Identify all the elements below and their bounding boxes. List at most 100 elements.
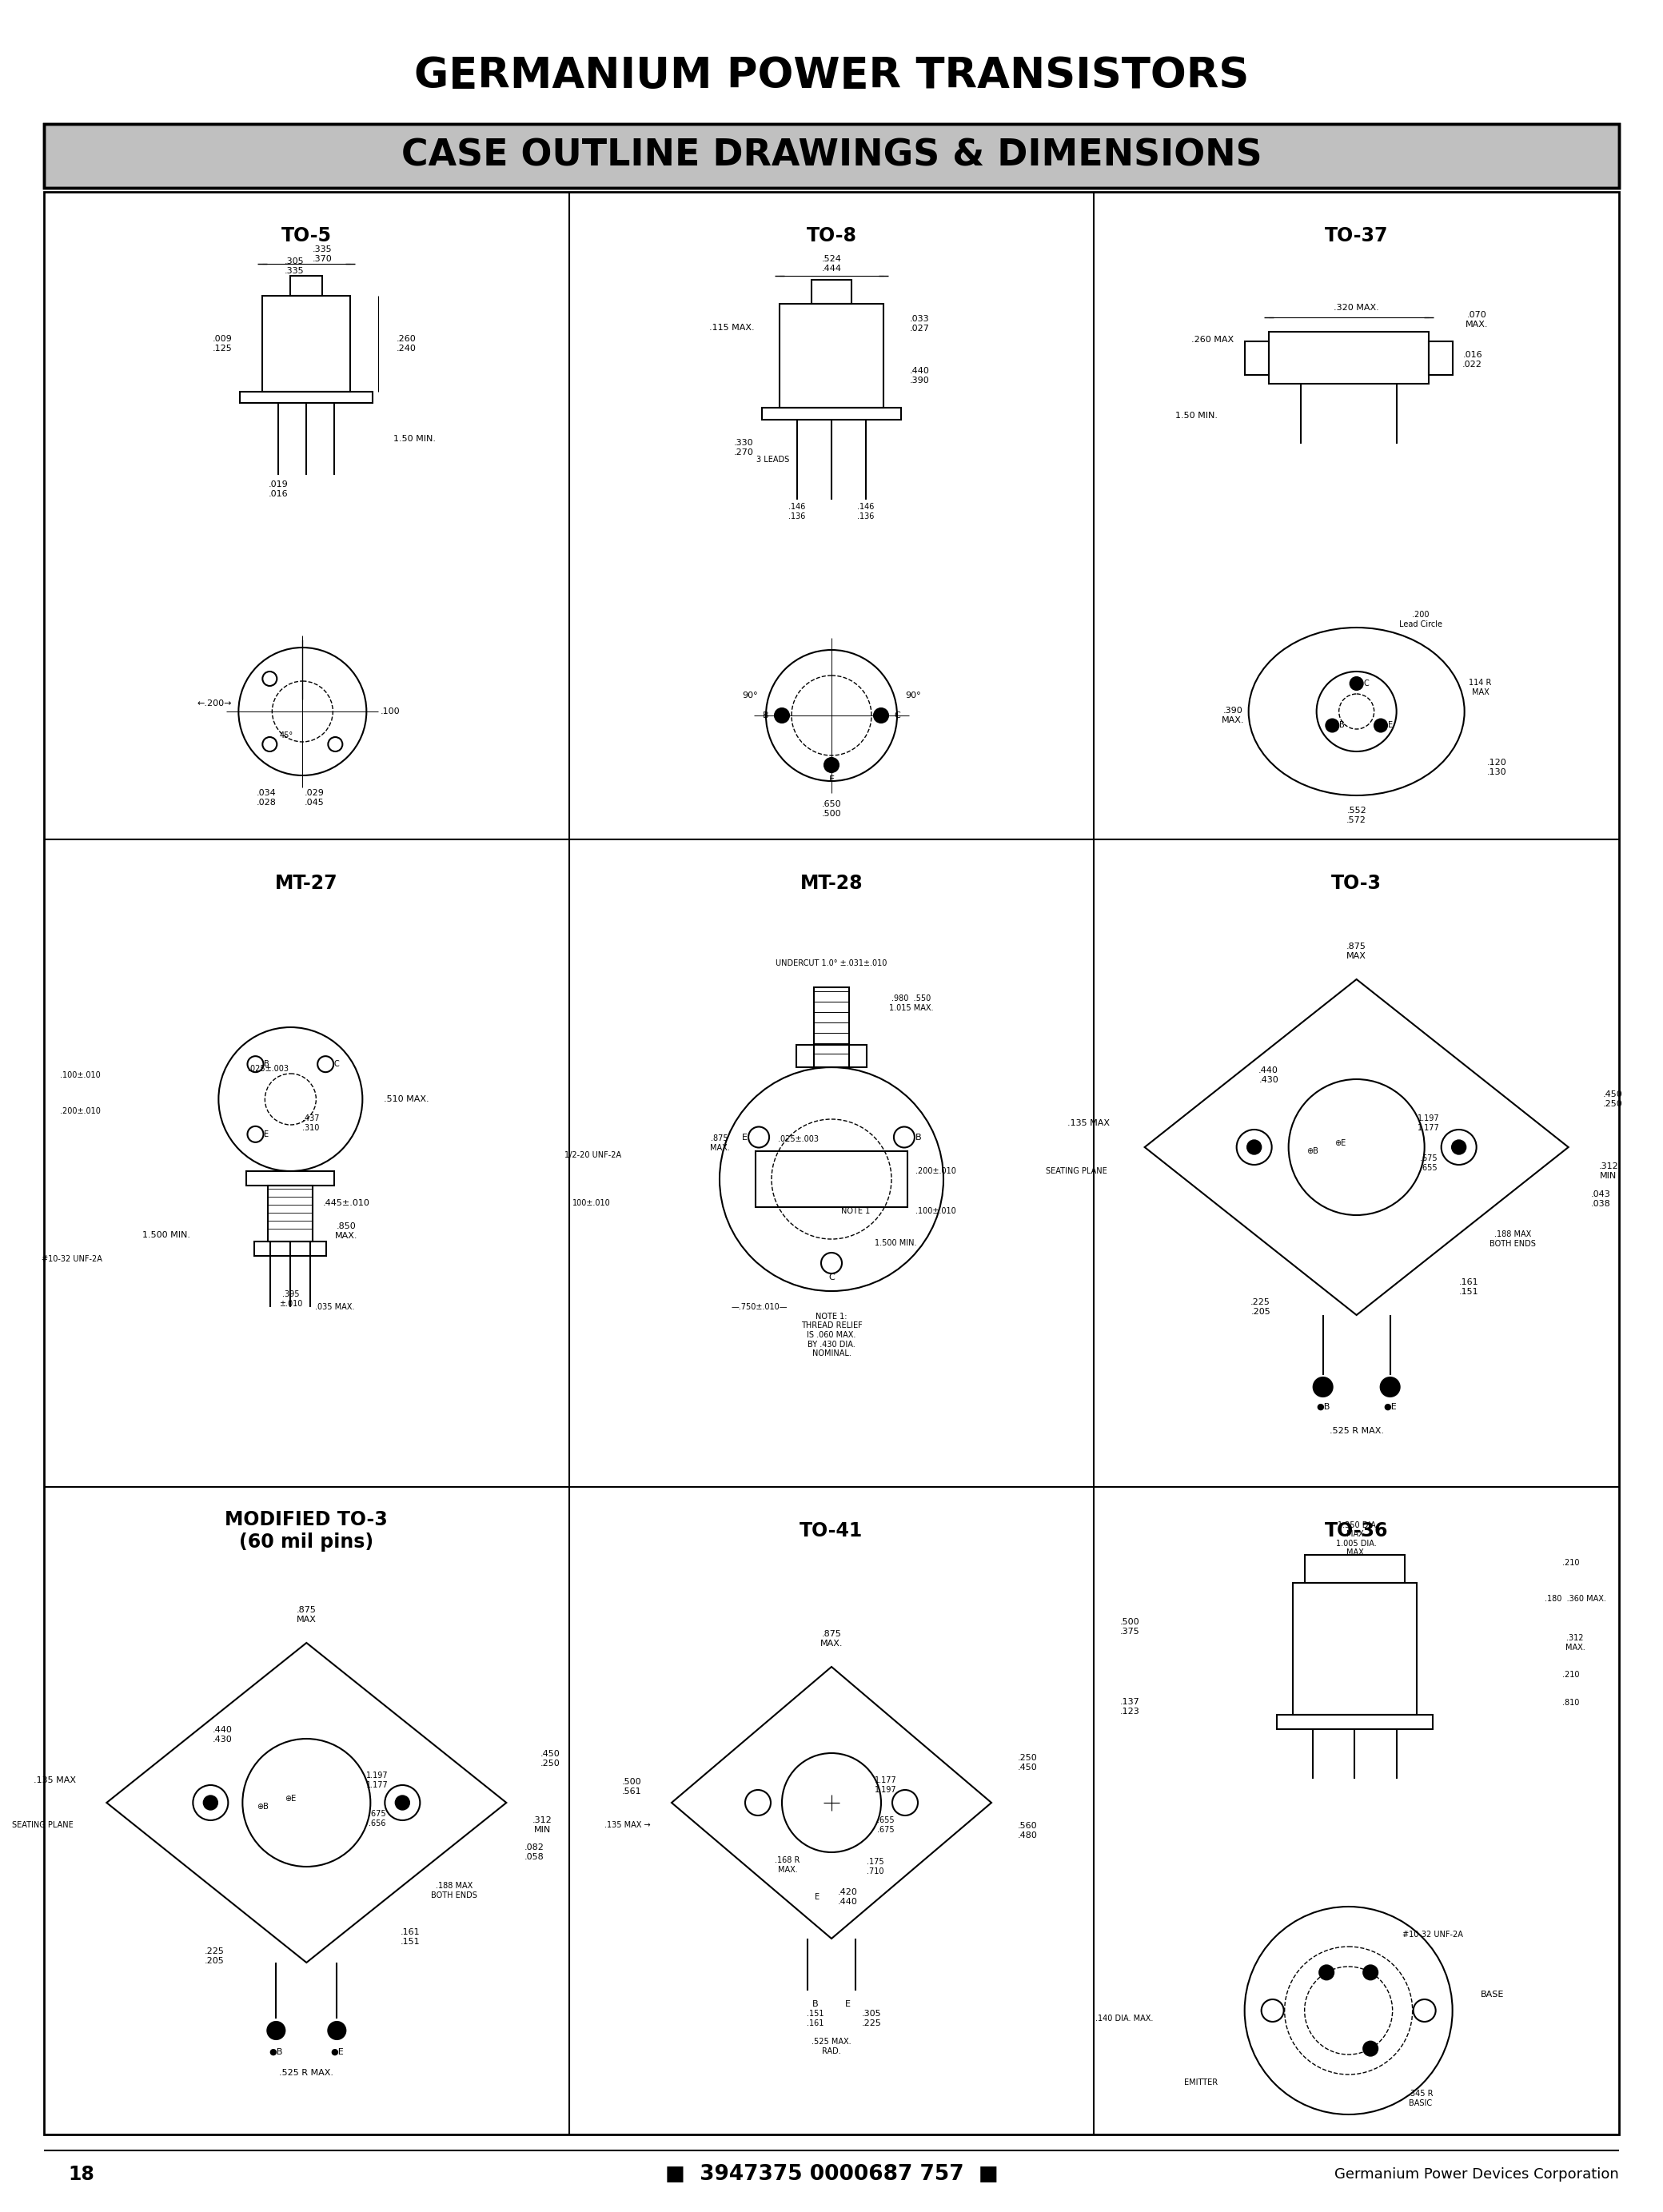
Text: SEATING PLANE: SEATING PLANE (12, 1820, 73, 1829)
Text: ●B: ●B (269, 2048, 283, 2057)
Text: .650
.500: .650 .500 (822, 801, 841, 818)
Text: ←.200→: ←.200→ (198, 699, 231, 708)
Text: B: B (763, 712, 768, 719)
Text: 90°: 90° (905, 692, 921, 699)
Circle shape (1314, 1378, 1332, 1396)
Text: 114 R
MAX: 114 R MAX (1468, 679, 1492, 697)
Circle shape (873, 708, 888, 723)
Text: 1.197
1.177: 1.197 1.177 (1417, 1115, 1440, 1133)
Text: ⊕B: ⊕B (1307, 1148, 1319, 1155)
Text: #10-32 UNF-2A: #10-32 UNF-2A (1402, 1931, 1463, 1938)
Text: CASE OUTLINE DRAWINGS & DIMENSIONS: CASE OUTLINE DRAWINGS & DIMENSIONS (401, 137, 1262, 175)
Text: .525 MAX.
RAD.: .525 MAX. RAD. (812, 2037, 851, 2055)
Text: .440
.430: .440 .430 (1259, 1066, 1279, 1084)
Text: E: E (828, 776, 835, 783)
Bar (797, 1044, 866, 1066)
Text: .524
.444: .524 .444 (822, 254, 841, 272)
Bar (1269, 332, 1429, 383)
Text: MT-27: MT-27 (274, 874, 338, 894)
Text: ●E: ●E (1384, 1402, 1397, 1411)
Text: 45°: 45° (279, 732, 293, 739)
Text: —.750±.010—: —.750±.010— (732, 1303, 788, 1312)
Text: .082
.058: .082 .058 (524, 1843, 544, 1860)
Text: .200±.010: .200±.010 (915, 1168, 956, 1175)
Text: 18: 18 (68, 2166, 95, 2183)
Text: .390
MAX.: .390 MAX. (1221, 708, 1244, 723)
Circle shape (825, 759, 838, 772)
Bar (263, 296, 351, 392)
Text: B: B (1339, 721, 1345, 730)
Text: .440
.390: .440 .390 (910, 367, 930, 385)
Text: ●E: ●E (331, 2048, 344, 2057)
Circle shape (1350, 677, 1364, 690)
Text: Germanium Power Devices Corporation: Germanium Power Devices Corporation (1335, 2168, 1620, 2181)
Bar (268, 1186, 313, 1241)
Text: .875
MAX.: .875 MAX. (820, 1630, 843, 1648)
Text: MT-28: MT-28 (800, 874, 863, 894)
Text: TO-3: TO-3 (1332, 874, 1382, 894)
Text: .210: .210 (1563, 1670, 1580, 1679)
Text: E: E (742, 1133, 747, 1141)
Text: .188 MAX
BOTH ENDS: .188 MAX BOTH ENDS (431, 1882, 477, 1900)
Bar (246, 1170, 334, 1186)
Text: .500
.375: .500 .375 (1121, 1619, 1139, 1635)
Text: .033
.027: .033 .027 (910, 314, 930, 332)
Bar (254, 1241, 326, 1256)
Text: .980  .550
1.015 MAX.: .980 .550 1.015 MAX. (890, 995, 933, 1011)
Text: .810: .810 (1563, 1699, 1580, 1708)
Text: .312
MIN: .312 MIN (1598, 1164, 1618, 1179)
Text: .525 R MAX.: .525 R MAX. (279, 2068, 334, 2077)
Text: .025±.003: .025±.003 (778, 1135, 818, 1144)
Text: .320 MAX.: .320 MAX. (1334, 303, 1379, 312)
Text: .115 MAX.: .115 MAX. (708, 323, 755, 332)
Bar (1304, 1555, 1405, 1584)
Text: .025±.003: .025±.003 (248, 1064, 288, 1073)
Text: 1.177
1.197: 1.177 1.197 (875, 1776, 896, 1794)
Text: .120
.130: .120 .130 (1487, 759, 1507, 776)
Bar (1277, 1714, 1432, 1730)
Text: .210: .210 (1563, 1559, 1580, 1566)
Text: 1.500 MIN.: 1.500 MIN. (143, 1232, 191, 1239)
Bar (291, 276, 323, 296)
Text: .450
.250: .450 .250 (1603, 1091, 1623, 1108)
Text: .655
.675: .655 .675 (876, 1816, 895, 1834)
Circle shape (1364, 2042, 1377, 2055)
Text: #10-32 UNF-2A: #10-32 UNF-2A (42, 1254, 103, 1263)
Text: .305
.335: .305 .335 (284, 257, 304, 274)
Text: .345 R
BASIC: .345 R BASIC (1409, 2090, 1434, 2108)
Text: TO-37: TO-37 (1325, 226, 1389, 246)
Text: ⊕E: ⊕E (1335, 1139, 1347, 1148)
Text: .875
MAX: .875 MAX (296, 1606, 316, 1624)
Bar (780, 303, 883, 407)
Text: NOTE 1: NOTE 1 (841, 1208, 870, 1214)
Text: .168 R
MAX.: .168 R MAX. (775, 1856, 800, 1874)
Text: .525 R MAX.: .525 R MAX. (1329, 1427, 1384, 1436)
Text: .510 MAX.: .510 MAX. (384, 1095, 429, 1104)
Circle shape (268, 2022, 284, 2039)
Text: .250
.450: .250 .450 (1018, 1754, 1038, 1772)
Text: .552
.572: .552 .572 (1347, 807, 1367, 825)
Text: GERMANIUM POWER TRANSISTORS: GERMANIUM POWER TRANSISTORS (414, 55, 1249, 97)
Text: .675
.655: .675 .655 (1420, 1155, 1437, 1172)
Bar (239, 392, 373, 403)
Text: ●B: ●B (1315, 1402, 1330, 1411)
Text: .146
.136: .146 .136 (788, 502, 805, 520)
Circle shape (1247, 1139, 1261, 1155)
Circle shape (775, 708, 790, 723)
Text: .161
.151: .161 .151 (1458, 1279, 1478, 1296)
Text: .395
±.010: .395 ±.010 (279, 1290, 303, 1307)
Text: B: B (813, 2000, 818, 2008)
Text: C: C (895, 712, 900, 719)
Text: .200±.010: .200±.010 (60, 1108, 100, 1115)
Text: C: C (1364, 679, 1369, 688)
Text: TO-41: TO-41 (800, 1522, 863, 1540)
Text: .875
MAX.: .875 MAX. (710, 1135, 730, 1152)
Bar (762, 407, 901, 420)
Text: ⊕E: ⊕E (284, 1794, 296, 1803)
Text: .437
.310: .437 .310 (303, 1115, 319, 1133)
Text: .560
.480: .560 .480 (1018, 1823, 1038, 1840)
Text: .260
.240: .260 .240 (396, 334, 416, 352)
Text: .135 MAX →: .135 MAX → (605, 1820, 650, 1829)
Bar (43, 124, 1620, 188)
Text: .100: .100 (381, 708, 401, 714)
